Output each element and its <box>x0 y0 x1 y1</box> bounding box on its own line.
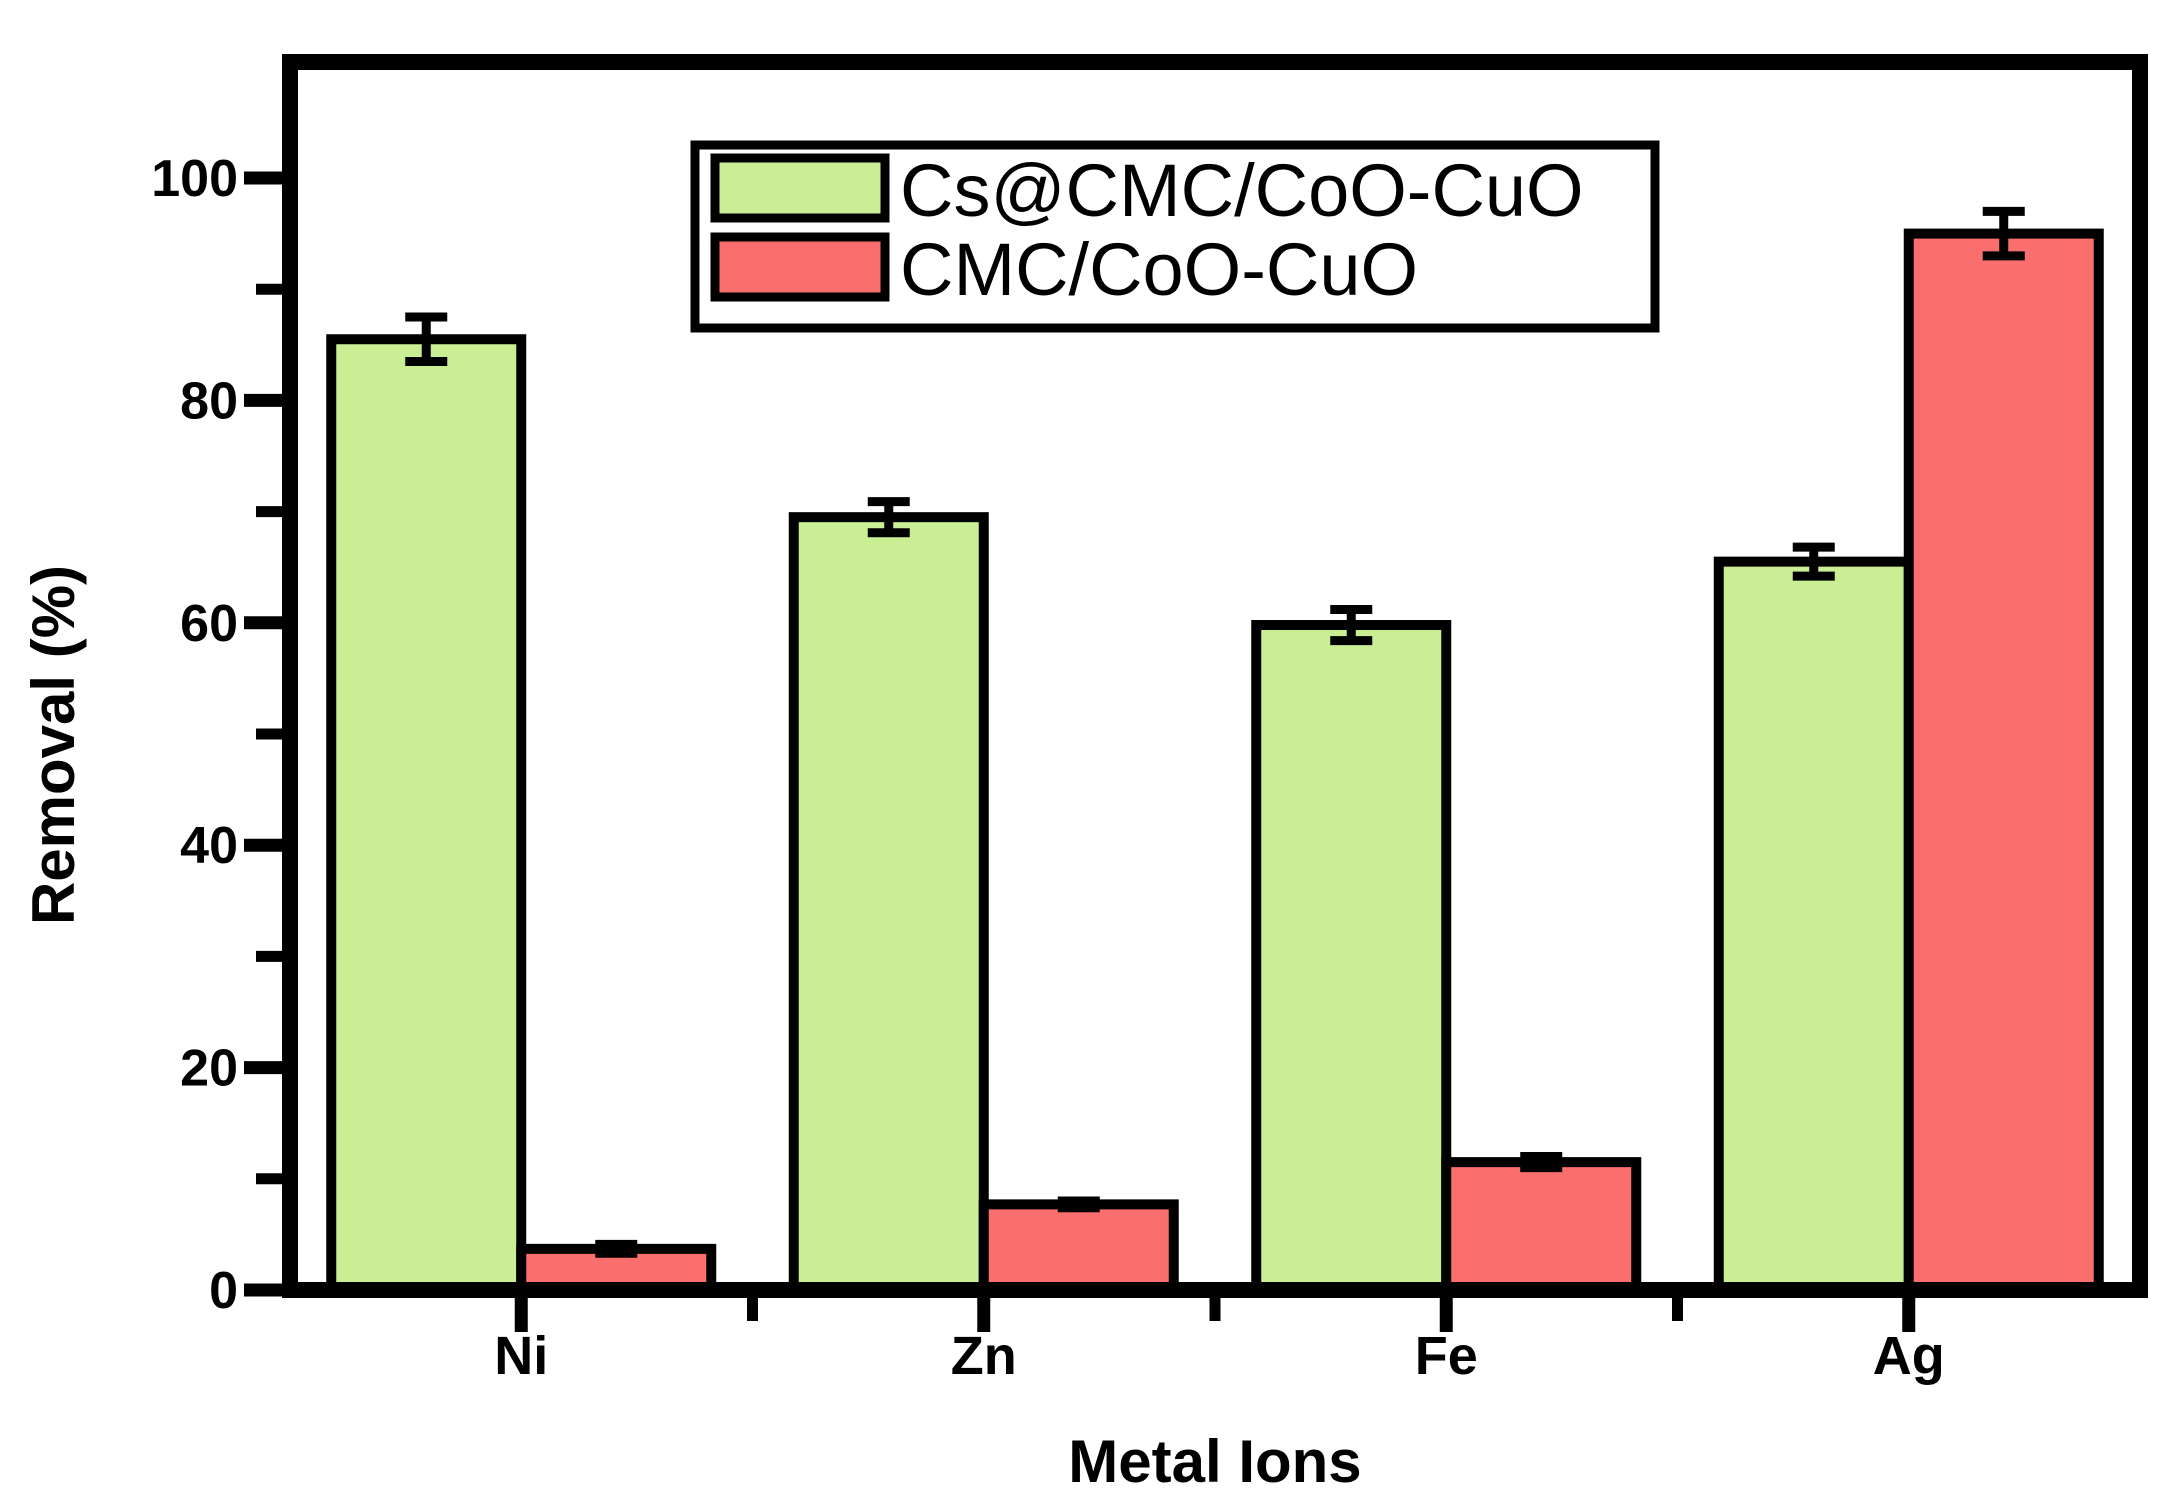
y-tick-label: 100 <box>151 150 238 208</box>
error-bars <box>405 206 2025 1258</box>
bar-Fe-series1 <box>1251 620 1452 1295</box>
bar-Ag-series1 <box>1713 556 1914 1295</box>
bar-Zn-series2 <box>978 1199 1179 1295</box>
y-tick-label: 60 <box>180 595 238 653</box>
y-tick-label: 80 <box>180 372 238 430</box>
y-tick-labels: 0 20 40 60 80 100 <box>151 150 238 1320</box>
legend-swatch-2 <box>710 232 890 302</box>
x-axis-ticks <box>514 1290 1916 1332</box>
x-category-label: Ni <box>494 1326 548 1386</box>
bars <box>326 228 2104 1296</box>
bar-Fe-series2 <box>1441 1157 1642 1295</box>
legend-swatch-1 <box>710 153 890 223</box>
x-category-label: Ag <box>1873 1326 1945 1386</box>
bar-Ag-series2 <box>1903 228 2104 1296</box>
bar-Ni-series1 <box>326 334 527 1295</box>
y-axis-ticks <box>244 171 290 1297</box>
y-tick-label: 40 <box>180 817 238 875</box>
bar-Zn-series1 <box>788 512 989 1295</box>
y-axis-title: Removal (%) <box>20 565 87 925</box>
legend-label-1: Cs@CMC/CoO-CuO <box>900 149 1584 232</box>
y-tick-label: 20 <box>180 1040 238 1098</box>
x-category-label: Fe <box>1415 1326 1478 1386</box>
x-category-labels: Ni Zn Fe Ag <box>494 1326 1944 1386</box>
legend-label-2: CMC/CoO-CuO <box>900 228 1418 311</box>
x-category-label: Zn <box>951 1326 1017 1386</box>
x-axis-title: Metal Ions <box>1068 1428 1361 1495</box>
y-tick-label: 0 <box>209 1262 238 1320</box>
